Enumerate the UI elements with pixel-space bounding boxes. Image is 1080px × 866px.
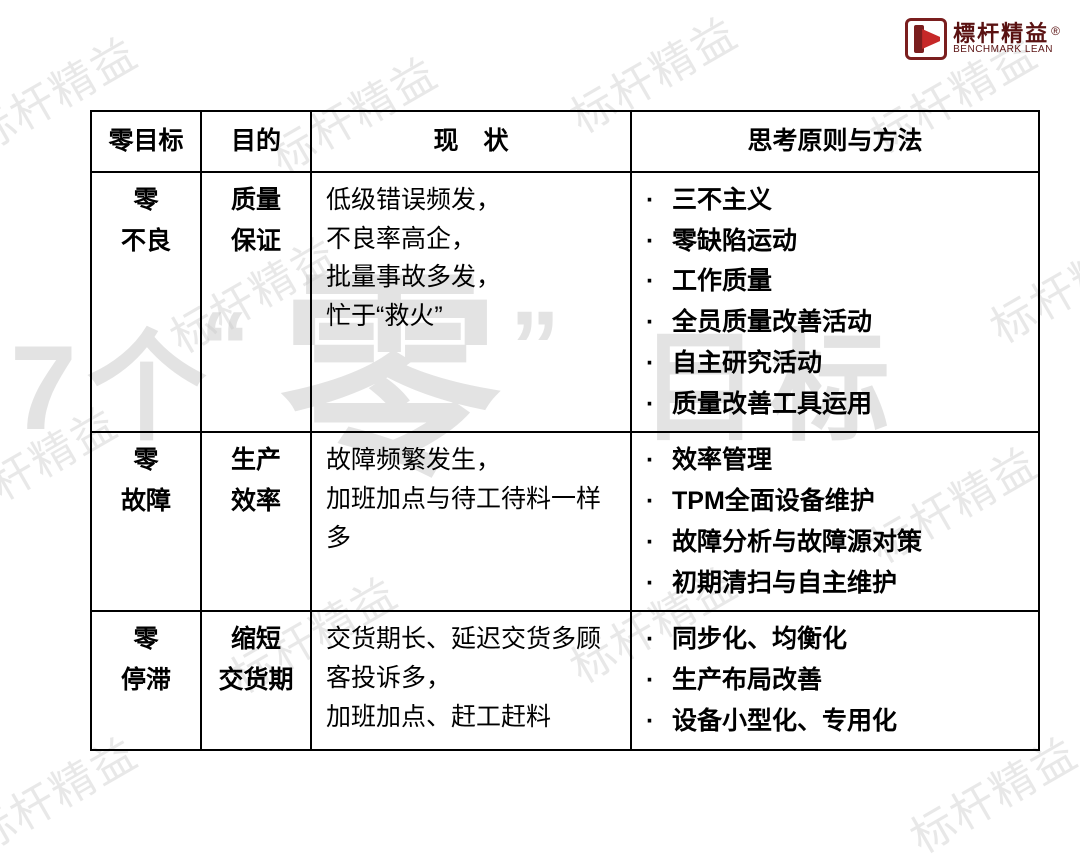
cell-status: 低级错误频发， 不良率高企， 批量事故多发， 忙于“救火” xyxy=(311,172,631,433)
bullet-icon: · xyxy=(646,620,672,659)
method-label: TPM全面设备维护 xyxy=(672,482,875,521)
logo-icon xyxy=(905,18,947,60)
bullet-icon: · xyxy=(646,222,672,261)
target-line: 零 xyxy=(133,441,158,480)
cell-methods: ·三不主义·零缺陷运动·工作质量·全员质量改善活动·自主研究活动·质量改善工具运… xyxy=(631,172,1039,433)
brand-logo: 標杆精益® BENCHMARK LEAN xyxy=(905,18,1060,60)
bullet-icon: · xyxy=(646,303,672,342)
bullet-icon: · xyxy=(646,661,672,700)
status-text: 低级错误频发， 不良率高企， 批量事故多发， 忙于“救火” xyxy=(326,181,616,336)
method-item: ·工作质量 xyxy=(646,262,1024,301)
bullet-icon: · xyxy=(646,702,672,741)
method-label: 零缺陷运动 xyxy=(672,222,797,261)
logo-en: BENCHMARK LEAN xyxy=(953,45,1060,55)
bullet-icon: · xyxy=(646,262,672,301)
cell-purpose: 生产效率 xyxy=(201,432,311,611)
table-row: 零不良质量保证低级错误频发， 不良率高企， 批量事故多发， 忙于“救火”·三不主… xyxy=(91,172,1039,433)
bullet-icon: · xyxy=(646,564,672,603)
target-line: 零 xyxy=(133,181,158,220)
purpose-line: 质量 xyxy=(231,181,281,220)
method-label: 同步化、均衡化 xyxy=(672,620,847,659)
method-label: 三不主义 xyxy=(672,181,772,220)
method-item: ·自主研究活动 xyxy=(646,344,1024,383)
cell-purpose: 缩短交货期 xyxy=(201,611,311,749)
purpose-line: 缩短 xyxy=(231,620,281,659)
bullet-icon: · xyxy=(646,344,672,383)
main-table-container: 零目标 目的 现 状 思考原则与方法 零不良质量保证低级错误频发， 不良率高企，… xyxy=(90,110,1040,751)
method-item: ·三不主义 xyxy=(646,181,1024,220)
cell-methods: ·效率管理·TPM全面设备维护·故障分析与故障源对策·初期清扫与自主维护 xyxy=(631,432,1039,611)
target-line: 停滞 xyxy=(121,661,171,700)
table-row: 零停滞缩短交货期交货期长、延迟交货多顾客投诉多， 加班加点、赶工赶料·同步化、均… xyxy=(91,611,1039,749)
method-label: 全员质量改善活动 xyxy=(672,303,872,342)
method-label: 工作质量 xyxy=(672,262,772,301)
method-item: ·零缺陷运动 xyxy=(646,222,1024,261)
cell-target: 零故障 xyxy=(91,432,201,611)
method-label: 质量改善工具运用 xyxy=(672,385,872,424)
zero-targets-table: 零目标 目的 现 状 思考原则与方法 零不良质量保证低级错误频发， 不良率高企，… xyxy=(90,110,1040,751)
purpose-line: 生产 xyxy=(231,441,281,480)
method-item: ·生产布局改善 xyxy=(646,661,1024,700)
target-line: 零 xyxy=(133,620,158,659)
status-text: 故障频繁发生， 加班加点与待工待料一样多 xyxy=(326,441,616,557)
cell-status: 交货期长、延迟交货多顾客投诉多， 加班加点、赶工赶料 xyxy=(311,611,631,749)
method-label: 故障分析与故障源对策 xyxy=(672,523,922,562)
method-item: ·TPM全面设备维护 xyxy=(646,482,1024,521)
method-label: 生产布局改善 xyxy=(672,661,822,700)
bullet-icon: · xyxy=(646,523,672,562)
purpose-line: 效率 xyxy=(231,482,281,521)
bullet-icon: · xyxy=(646,441,672,480)
bullet-icon: · xyxy=(646,181,672,220)
method-item: ·全员质量改善活动 xyxy=(646,303,1024,342)
header-purpose: 目的 xyxy=(201,111,311,172)
purpose-line: 保证 xyxy=(231,222,281,261)
table-body: 零不良质量保证低级错误频发， 不良率高企， 批量事故多发， 忙于“救火”·三不主… xyxy=(91,172,1039,750)
cell-methods: ·同步化、均衡化·生产布局改善·设备小型化、专用化 xyxy=(631,611,1039,749)
table-row: 零故障生产效率故障频繁发生， 加班加点与待工待料一样多·效率管理·TPM全面设备… xyxy=(91,432,1039,611)
target-line: 不良 xyxy=(121,222,171,261)
logo-cn: 標杆精益 xyxy=(953,21,1049,46)
cell-status: 故障频繁发生， 加班加点与待工待料一样多 xyxy=(311,432,631,611)
method-item: ·同步化、均衡化 xyxy=(646,620,1024,659)
method-label: 自主研究活动 xyxy=(672,344,822,383)
method-item: ·初期清扫与自主维护 xyxy=(646,564,1024,603)
method-item: ·故障分析与故障源对策 xyxy=(646,523,1024,562)
table-header-row: 零目标 目的 现 状 思考原则与方法 xyxy=(91,111,1039,172)
method-label: 初期清扫与自主维护 xyxy=(672,564,897,603)
header-status: 现 状 xyxy=(311,111,631,172)
method-item: ·设备小型化、专用化 xyxy=(646,702,1024,741)
purpose-line: 交货期 xyxy=(218,661,293,700)
cell-target: 零停滞 xyxy=(91,611,201,749)
method-item: ·质量改善工具运用 xyxy=(646,385,1024,424)
method-label: 效率管理 xyxy=(672,441,772,480)
bullet-icon: · xyxy=(646,482,672,521)
cell-purpose: 质量保证 xyxy=(201,172,311,433)
header-methods: 思考原则与方法 xyxy=(631,111,1039,172)
target-line: 故障 xyxy=(121,482,171,521)
bullet-icon: · xyxy=(646,385,672,424)
cell-target: 零不良 xyxy=(91,172,201,433)
status-text: 交货期长、延迟交货多顾客投诉多， 加班加点、赶工赶料 xyxy=(326,620,616,736)
logo-registered: ® xyxy=(1051,24,1060,38)
method-label: 设备小型化、专用化 xyxy=(672,702,897,741)
header-target: 零目标 xyxy=(91,111,201,172)
method-item: ·效率管理 xyxy=(646,441,1024,480)
